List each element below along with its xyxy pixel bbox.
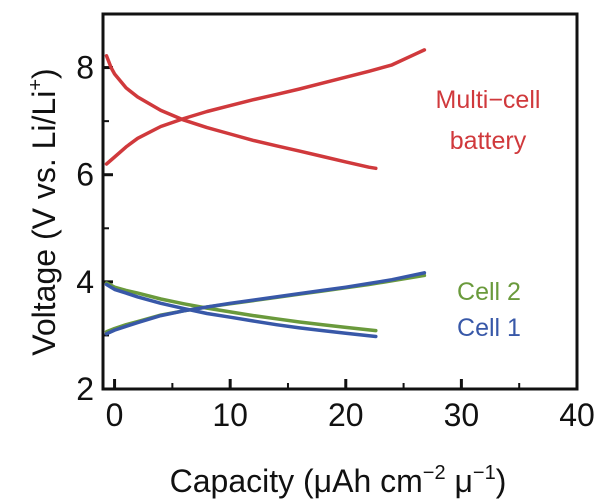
y-tick-label: 4: [76, 264, 94, 300]
axes-frame: [101, 12, 579, 391]
x-tick-label: 20: [328, 397, 364, 433]
x-tick-label: 0: [106, 397, 124, 433]
multi-cell-battery-discharge-curve: [104, 54, 378, 171]
multi-cell-battery-charge-curve: [104, 48, 427, 166]
tick-labels: 0 10 20 30 40 2 4 6 8: [76, 50, 595, 433]
y-axis-title: Voltage (V vs. Li/Li+): [25, 68, 62, 355]
y-tick-label: 2: [76, 371, 94, 407]
cell-1-label: Cell 1: [457, 314, 521, 342]
multi-cell-battery-label: battery: [450, 127, 527, 155]
cell-1-charge-curve: [104, 271, 427, 336]
tick-marks: [103, 66, 579, 391]
x-axis-title: Capacity (μAh cm−2 μ−1): [170, 462, 507, 499]
series-curves: [104, 48, 427, 339]
cell-1-discharge-curve: [104, 282, 378, 339]
cell-2-label: Cell 2: [457, 278, 521, 306]
plot-area: [101, 12, 579, 391]
x-tick-label: 10: [212, 397, 248, 433]
series-labels: Multi−cell battery Cell 2 Cell 1: [436, 86, 541, 342]
x-tick-label: 30: [444, 397, 480, 433]
y-tick-label: 6: [76, 157, 94, 193]
multi-cell-battery-label: Multi−cell: [436, 86, 541, 114]
y-tick-label: 8: [76, 50, 94, 86]
x-tick-label: 40: [559, 397, 595, 433]
cell-2-discharge-curve: [104, 281, 378, 333]
